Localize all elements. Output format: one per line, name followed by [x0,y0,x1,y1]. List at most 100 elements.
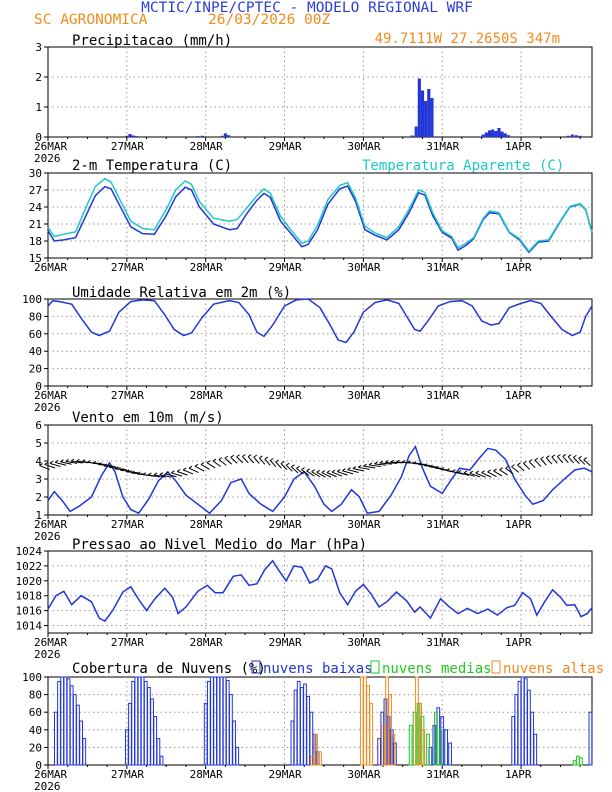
wind-arrow [368,464,381,467]
wind-arrow-head [321,470,326,473]
wind-arrow [331,471,343,477]
cloud-bar-nuvens-baixas [229,694,233,766]
precip-title: Precipitacao (mm/h) [72,33,232,49]
wind-arrow-head [475,470,479,474]
wind-arrow-head [131,470,135,474]
wind-arrow [493,470,503,477]
wind-arrow-head [285,462,290,466]
wind-arrow [385,461,398,464]
precip-bar [196,136,200,137]
precip-bar [223,133,227,137]
wind-arrow-head [418,462,422,465]
temp-xtick-label: 26MAR [34,261,67,274]
cloud-bar-nuvens-baixas [530,711,534,766]
station-name: SC AGRONOMICA [34,12,148,28]
precip-bar [128,134,132,137]
wind-arrow [114,468,127,471]
wind-xtick-label: 28MAR [190,518,223,531]
cloud-bar-nuvens-baixas [134,676,139,766]
wind-arrow [285,464,293,472]
cloud-bar-nuvens-medias [572,760,577,766]
wind-arrow-head [379,460,384,464]
humidity-ytick-label: 80 [29,310,42,323]
wind-arrow-head [81,459,86,463]
cloud-bar-nuvens-baixas [76,704,80,766]
humidity-xtick-label: 1APR [505,389,532,402]
wind-arrow-head [92,460,97,464]
precip-panel: 0 1 2 3 26MAR 27MAR 28MAR 29MAR 30MAR 31MAR 1APR 20… [34,41,593,165]
cloud-bar-nuvens-baixas [523,678,528,766]
wind-arrow [363,465,376,469]
cloud-bar-nuvens-medias [408,724,413,766]
wind-arrow-head [109,465,113,468]
wind-xtick-label: 29MAR [269,518,302,531]
wind-arrow [528,461,536,469]
wind-arrow-head [385,460,389,463]
cloud-bar-nuvens-altas [363,676,367,766]
wind-arrow-head [390,459,395,463]
precip-bar [427,89,431,137]
temp-xtick-label: 30MAR [347,261,380,274]
wind-arrow-head [517,462,521,466]
wind-arrow-head [65,458,70,462]
wind-arrow [264,458,271,466]
wind-arrow [358,466,370,470]
wind-arrow-head [316,469,320,473]
wind-arrow-head [264,456,269,460]
clouds-xtick-label: 1APR [505,768,532,781]
precip-xtick-label: 1APR [505,140,532,153]
wind-arrow-head [528,459,533,463]
wind-arrow-head [171,470,175,474]
precip-bar [430,98,434,137]
wind-arrow-head [142,472,147,476]
wind-arrow [188,467,199,474]
pressure-ytick-label: 1014 [16,620,43,633]
wind-arrow [224,457,233,465]
wind-arrow-head [551,454,556,458]
pressure-ytick-label: 1016 [16,605,43,618]
humidity-xtick-label: 31MAR [426,389,459,402]
legend-low-label: nuvens baixas [263,661,373,677]
wind-arrow [342,470,354,475]
wind-arrow-head [253,454,258,458]
wind-arrow-head [540,456,544,460]
wind-arrow [206,462,216,469]
wind-arrow-head [469,470,474,474]
wind-arrow [258,457,266,465]
pressure-year-label: 2026 [34,648,61,661]
wind-xtick-label: 27MAR [111,518,144,531]
wind-arrow-head [125,469,130,473]
clouds-year-label: 2026 [34,780,61,792]
wind-arrow-head [434,465,439,469]
cloud-bar-nuvens-baixas [153,716,158,766]
precip-ytick-label: 0 [35,131,42,144]
precip-xtick-label: 29MAR [269,140,302,153]
cloud-bar-nuvens-altas [391,733,396,766]
cloud-bar-nuvens-baixas [293,689,298,766]
pressure-xtick-label: 27MAR [111,636,144,649]
wind-frame [47,424,593,516]
cloud-bar-nuvens-baixas [82,738,87,766]
wind-arrow [326,472,337,478]
wind-arrow [230,456,238,464]
clouds-xtick-label: 26MAR [34,768,67,781]
wind-arrow-head [336,469,341,472]
wind-arrow [177,471,188,476]
wind-arrow [481,472,492,478]
wind-arrow [499,469,508,476]
cloud-bar-nuvens-altas [310,755,314,766]
wind-arrow-head [499,467,503,471]
precip-bar [491,129,495,137]
wind-arrow-head [49,460,54,464]
precip-bar [420,90,425,137]
run-date: 26/03/2026 00Z [208,12,330,28]
cloud-bar-nuvens-medias [438,729,443,766]
wind-arrow-head [98,462,102,466]
clouds-title: Cobertura de Nuvens (%) [72,661,266,677]
wind-arrow-head [188,465,193,469]
precip-xtick-label: 26MAR [34,140,67,153]
cloud-bar-nuvens-altas [318,751,322,766]
wind-ytick-label: 1 [35,509,42,522]
wind-arrow [469,472,481,478]
wind-arrow [316,471,326,478]
